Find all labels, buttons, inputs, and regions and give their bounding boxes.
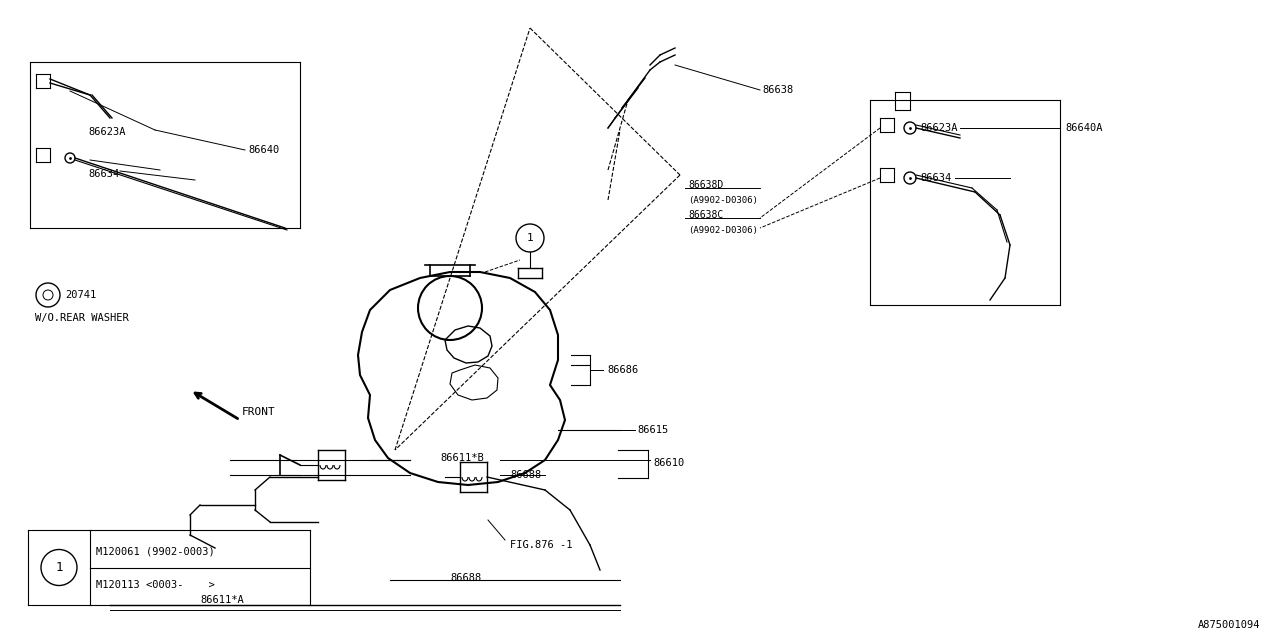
Text: FIG.876 -1: FIG.876 -1 <box>509 540 572 550</box>
Text: 86623A: 86623A <box>920 123 957 133</box>
Text: M120113 <0003-    >: M120113 <0003- > <box>96 580 215 590</box>
Text: FRONT: FRONT <box>242 407 275 417</box>
Text: 86611*B: 86611*B <box>440 453 484 463</box>
Text: 86688: 86688 <box>451 573 481 583</box>
Text: 86634: 86634 <box>88 169 119 179</box>
Text: W/O.REAR WASHER: W/O.REAR WASHER <box>35 313 129 323</box>
Text: 86610: 86610 <box>653 458 685 468</box>
Text: (A9902-D0306): (A9902-D0306) <box>689 225 758 234</box>
Text: (A9902-D0306): (A9902-D0306) <box>689 195 758 205</box>
Text: A875001094: A875001094 <box>1198 620 1260 630</box>
Text: 86638D: 86638D <box>689 180 723 190</box>
Text: 1: 1 <box>55 561 63 574</box>
Text: M120061 (9902-0003): M120061 (9902-0003) <box>96 547 215 557</box>
Text: 20741: 20741 <box>65 290 96 300</box>
Text: 1: 1 <box>526 233 534 243</box>
Text: 86623A: 86623A <box>88 127 125 137</box>
Text: 86634: 86634 <box>920 173 951 183</box>
Text: 86686: 86686 <box>607 365 639 375</box>
Text: 86615: 86615 <box>637 425 668 435</box>
Text: 86638C: 86638C <box>689 210 723 220</box>
Text: 86611*A: 86611*A <box>200 595 243 605</box>
Text: 86640: 86640 <box>248 145 279 155</box>
Text: 86688: 86688 <box>509 470 541 480</box>
Text: 86640A: 86640A <box>1065 123 1102 133</box>
Text: 86638: 86638 <box>762 85 794 95</box>
